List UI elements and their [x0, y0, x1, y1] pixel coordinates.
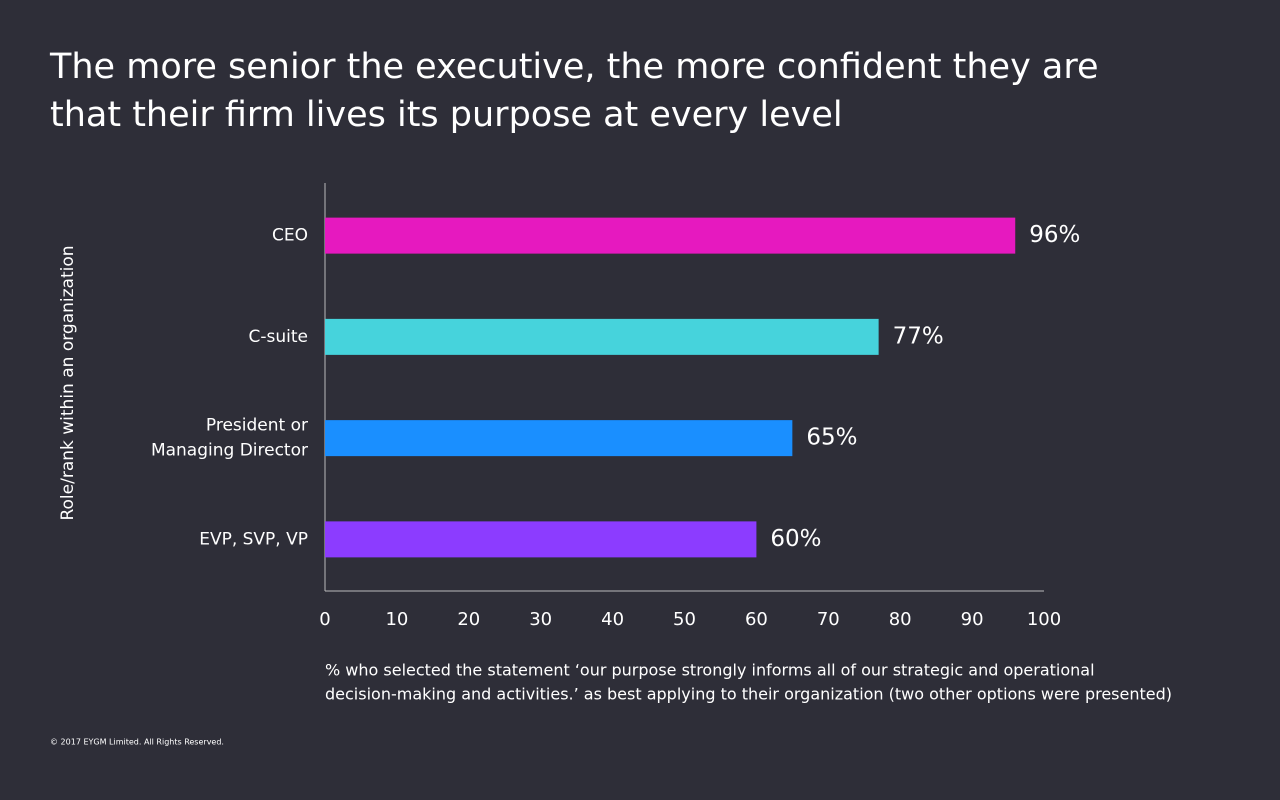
- value-label: 96%: [1029, 222, 1080, 248]
- copyright: © 2017 EYGM Limited. All Rights Reserved…: [50, 738, 224, 747]
- value-label: 77%: [893, 323, 944, 349]
- bar: [325, 217, 1016, 254]
- chart-title: that their firm lives its purpose at eve…: [50, 95, 843, 135]
- x-tick-label: 70: [817, 609, 840, 630]
- footnote: % who selected the statement ‘our purpos…: [325, 661, 1095, 680]
- value-label: 65%: [806, 425, 857, 451]
- y-axis-label: Role/rank within an organization: [58, 245, 78, 520]
- bar: [325, 420, 793, 457]
- x-tick-label: 80: [889, 609, 912, 630]
- x-tick-label: 20: [457, 609, 480, 630]
- y-tick-label: EVP, SVP, VP: [199, 529, 308, 549]
- x-tick-label: 100: [1027, 609, 1061, 630]
- bar: [325, 521, 757, 558]
- y-tick-label: Managing Director: [151, 441, 308, 461]
- y-tick-label: President or: [206, 416, 308, 436]
- y-tick-label: C-suite: [249, 327, 308, 347]
- x-tick-label: 90: [961, 609, 984, 630]
- x-tick-label: 30: [529, 609, 552, 630]
- chart-title: The more senior the executive, the more …: [49, 47, 1099, 87]
- footnote: decision-making and activities.’ as best…: [325, 685, 1172, 704]
- x-tick-label: 40: [601, 609, 624, 630]
- x-tick-label: 50: [673, 609, 696, 630]
- x-tick-label: 60: [745, 609, 768, 630]
- x-tick-label: 10: [385, 609, 408, 630]
- value-label: 60%: [770, 526, 821, 552]
- x-tick-label: 0: [319, 609, 330, 630]
- y-tick-label: CEO: [272, 226, 308, 246]
- bar: [325, 318, 879, 355]
